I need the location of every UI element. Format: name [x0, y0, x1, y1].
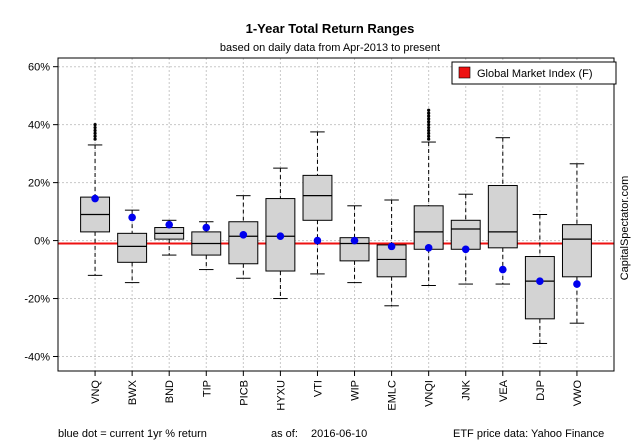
current-return-dot — [128, 213, 136, 222]
box-vnqi — [413, 108, 444, 287]
box-bwx — [117, 209, 148, 284]
boxes-layer — [80, 108, 592, 344]
current-return-dot — [387, 242, 396, 251]
x-tick-label: BWX — [127, 379, 139, 405]
current-return-dot — [313, 236, 322, 245]
box-picb — [228, 195, 259, 279]
y-tick-label: 20% — [28, 178, 50, 190]
current-return-dot — [239, 230, 248, 239]
outlier-point — [93, 125, 97, 130]
x-tick-label: PICB — [238, 380, 250, 406]
footer-legend-note: blue dot = current 1yr % return — [58, 428, 207, 440]
outlier-point — [427, 131, 431, 135]
box-body — [450, 219, 481, 250]
x-tick-label: TIP — [201, 380, 213, 397]
x-axis: VNQ BWX BND TIP PICB HYXU VTI WIP EMLC VNQI JNK VEA… — [90, 371, 584, 411]
current-return-dot — [165, 220, 173, 229]
box-hyxu — [265, 167, 296, 300]
legend: Global Market Index (F) — [451, 61, 617, 85]
box-body — [561, 224, 592, 278]
current-return-dot — [424, 244, 433, 252]
footer-date: 2016-06-10 — [311, 428, 367, 440]
chart-title: 1-Year Total Return Ranges — [246, 21, 415, 36]
current-return-dot — [536, 277, 544, 285]
y-tick-label: 40% — [28, 120, 50, 132]
current-return-dot — [499, 265, 507, 274]
x-tick-label: VNQI — [424, 380, 436, 407]
outlier-point — [93, 137, 97, 141]
box-vwo — [561, 163, 592, 324]
y-axis: -40% -20% 0% 20% 40% 60% — [24, 62, 58, 364]
box-djp — [524, 214, 555, 344]
x-tick-label: DJP — [535, 380, 547, 401]
outlier-point — [427, 120, 431, 124]
box-emlc — [376, 199, 407, 307]
y-tick-label: 60% — [28, 62, 50, 74]
y-tick-label: -40% — [24, 352, 50, 364]
y-tick-label: -20% — [24, 294, 50, 306]
outlier-point — [93, 134, 97, 138]
current-return-dot — [202, 223, 211, 232]
current-return-dot — [276, 232, 285, 241]
outlier-point — [427, 128, 431, 133]
x-tick-label: VTI — [312, 380, 324, 397]
outlier-point — [427, 108, 431, 112]
current-return-dot — [91, 194, 99, 203]
box-vea — [487, 137, 518, 285]
box-body — [228, 221, 259, 265]
box-jnk — [450, 193, 481, 285]
box-vnq — [80, 123, 111, 276]
x-tick-label: VEA — [498, 379, 510, 402]
chart-subtitle: based on daily data from Apr-2013 to pre… — [220, 42, 440, 54]
outlier-point — [427, 134, 431, 138]
x-tick-label: VWO — [572, 380, 584, 407]
footer-source: ETF price data: Yahoo Finance — [453, 428, 604, 440]
legend-swatch — [458, 66, 471, 79]
current-return-dot — [350, 236, 359, 245]
x-tick-label: HYXU — [275, 380, 287, 411]
outlier-point — [93, 128, 97, 133]
box-tip — [191, 221, 222, 271]
footer-asof-label: as of: — [271, 428, 298, 440]
outlier-point — [427, 125, 431, 130]
x-tick-label: VNQ — [90, 380, 102, 404]
legend-box — [451, 61, 617, 85]
x-tick-label: WIP — [350, 380, 362, 401]
x-tick-label: EMLC — [387, 380, 399, 411]
outlier-point — [427, 137, 431, 141]
outlier-point — [427, 111, 431, 115]
current-return-dot — [461, 245, 470, 254]
outlier-point — [93, 131, 97, 135]
x-tick-label: BND — [164, 380, 176, 403]
watermark-text: CapitalSpectator.com — [619, 176, 631, 281]
box-body — [487, 185, 518, 249]
grid-layer — [58, 58, 614, 371]
box-body — [413, 205, 444, 250]
outlier-point — [93, 123, 97, 127]
current-return-dot — [573, 280, 581, 288]
box-body — [524, 256, 555, 320]
box-wip — [339, 205, 370, 284]
plot-frame — [57, 57, 615, 372]
box-bnd — [154, 219, 185, 256]
y-tick-label: 0% — [34, 236, 50, 248]
outlier-point — [427, 114, 431, 118]
box-body — [376, 244, 407, 278]
box-body — [302, 174, 333, 221]
x-tick-label: JNK — [461, 379, 473, 400]
outlier-point — [427, 123, 431, 127]
box-vti — [302, 131, 333, 275]
outlier-point — [427, 117, 431, 121]
box-body — [117, 232, 148, 263]
legend-label: Global Market Index (F) — [477, 68, 593, 80]
